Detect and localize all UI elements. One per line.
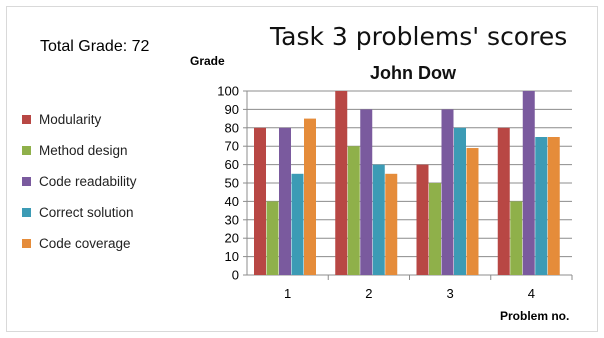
y-tick-label: 100	[217, 84, 239, 99]
bar-code-coverage	[385, 173, 398, 275]
y-tick-label: 0	[232, 268, 239, 283]
bar-correct-solution	[372, 164, 385, 275]
legend-swatch	[22, 208, 31, 217]
y-tick-label: 70	[225, 139, 239, 154]
bar-modularity	[335, 91, 348, 275]
y-tick-label: 80	[225, 120, 239, 135]
y-axis-label: Grade	[190, 54, 225, 68]
y-tick-label: 60	[225, 157, 239, 172]
bar-method-design	[347, 146, 360, 275]
x-tick-label: 3	[447, 286, 454, 301]
y-tick-label: 20	[225, 231, 239, 246]
total-grade: Total Grade: 72	[40, 38, 150, 55]
legend-label: Code readability	[39, 174, 137, 189]
legend-swatch	[22, 239, 31, 248]
bar-correct-solution	[291, 173, 304, 275]
bar-method-design	[429, 183, 441, 275]
chart-title: Task 3 problems' scores	[270, 22, 568, 51]
chart-subtitle: John Dow	[370, 63, 456, 83]
legend-swatch	[22, 146, 31, 155]
legend-label: Modularity	[39, 112, 102, 127]
y-tick-label: 30	[225, 212, 239, 227]
bar-method-design	[510, 201, 523, 275]
y-tick-label: 10	[225, 249, 239, 264]
y-tick-label: 50	[225, 176, 239, 191]
legend-label: Method design	[39, 143, 128, 158]
x-tick-label: 4	[528, 286, 535, 301]
bar-code-coverage	[547, 137, 560, 275]
y-tick-label: 40	[225, 194, 239, 209]
bar-code-readability	[360, 109, 373, 276]
bar-code-readability	[279, 127, 291, 275]
bar-code-coverage	[304, 118, 316, 275]
legend-swatch	[22, 115, 31, 124]
legend-item-code-coverage: Code coverage	[22, 228, 137, 259]
legend-label: Code coverage	[39, 236, 131, 251]
legend-item-code-readability: Code readability	[22, 166, 137, 197]
bar-correct-solution	[535, 137, 548, 275]
bar-method-design	[266, 201, 279, 275]
bar-modularity	[416, 164, 429, 275]
legend-item-method-design: Method design	[22, 135, 137, 166]
bar-code-readability	[522, 91, 535, 275]
x-axis-label: Problem no.	[500, 309, 570, 323]
legend-item-modularity: Modularity	[22, 104, 137, 135]
x-tick-label: 2	[365, 286, 372, 301]
legend: Modularity Method design Code readabilit…	[22, 104, 137, 259]
bar-modularity	[497, 127, 510, 275]
y-tick-label: 90	[225, 102, 239, 117]
bar-code-readability	[441, 109, 454, 276]
legend-label: Correct solution	[39, 205, 134, 220]
legend-item-correct-solution: Correct solution	[22, 197, 137, 228]
legend-swatch	[22, 177, 31, 186]
bar-modularity	[254, 127, 266, 275]
bar-correct-solution	[454, 127, 466, 275]
bar-code-coverage	[466, 148, 479, 275]
x-tick-label: 1	[284, 286, 291, 301]
